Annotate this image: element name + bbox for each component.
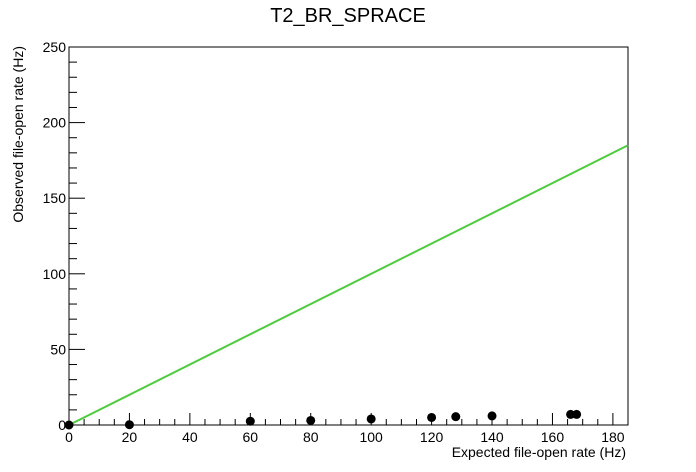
x-tick-label: 80: [303, 429, 319, 445]
y-tick-label: 250: [43, 39, 67, 55]
y-tick-label: 50: [50, 341, 66, 357]
reference-line: [68, 144, 629, 426]
y-axis-title: Observed file-open rate (Hz): [10, 46, 26, 223]
data-point: [487, 411, 497, 421]
x-tick-label: 100: [359, 429, 383, 445]
y-tick-label: 0: [58, 417, 66, 433]
data-point: [451, 412, 461, 422]
data-point: [124, 420, 134, 430]
y-tick-label: 150: [43, 190, 67, 206]
x-tick-label: 140: [480, 429, 504, 445]
data-point: [366, 414, 376, 424]
data-point: [306, 415, 316, 425]
chart-title: T2_BR_SPRACE: [270, 5, 426, 27]
data-point: [64, 420, 74, 430]
x-tick-label: 40: [182, 429, 198, 445]
x-tick-label: 180: [601, 429, 625, 445]
x-tick-label: 20: [122, 429, 138, 445]
y-tick-label: 100: [43, 266, 67, 282]
x-tick-label: 0: [65, 429, 73, 445]
y-tick-label: 200: [43, 115, 67, 131]
x-tick-label: 60: [243, 429, 259, 445]
plot-frame: [68, 46, 629, 426]
data-point: [572, 409, 582, 419]
data-point: [427, 412, 437, 422]
data-point: [245, 416, 255, 426]
x-tick-label: 120: [420, 429, 444, 445]
x-tick-label: 160: [541, 429, 565, 445]
x-axis-title: Expected file-open rate (Hz): [452, 444, 626, 460]
